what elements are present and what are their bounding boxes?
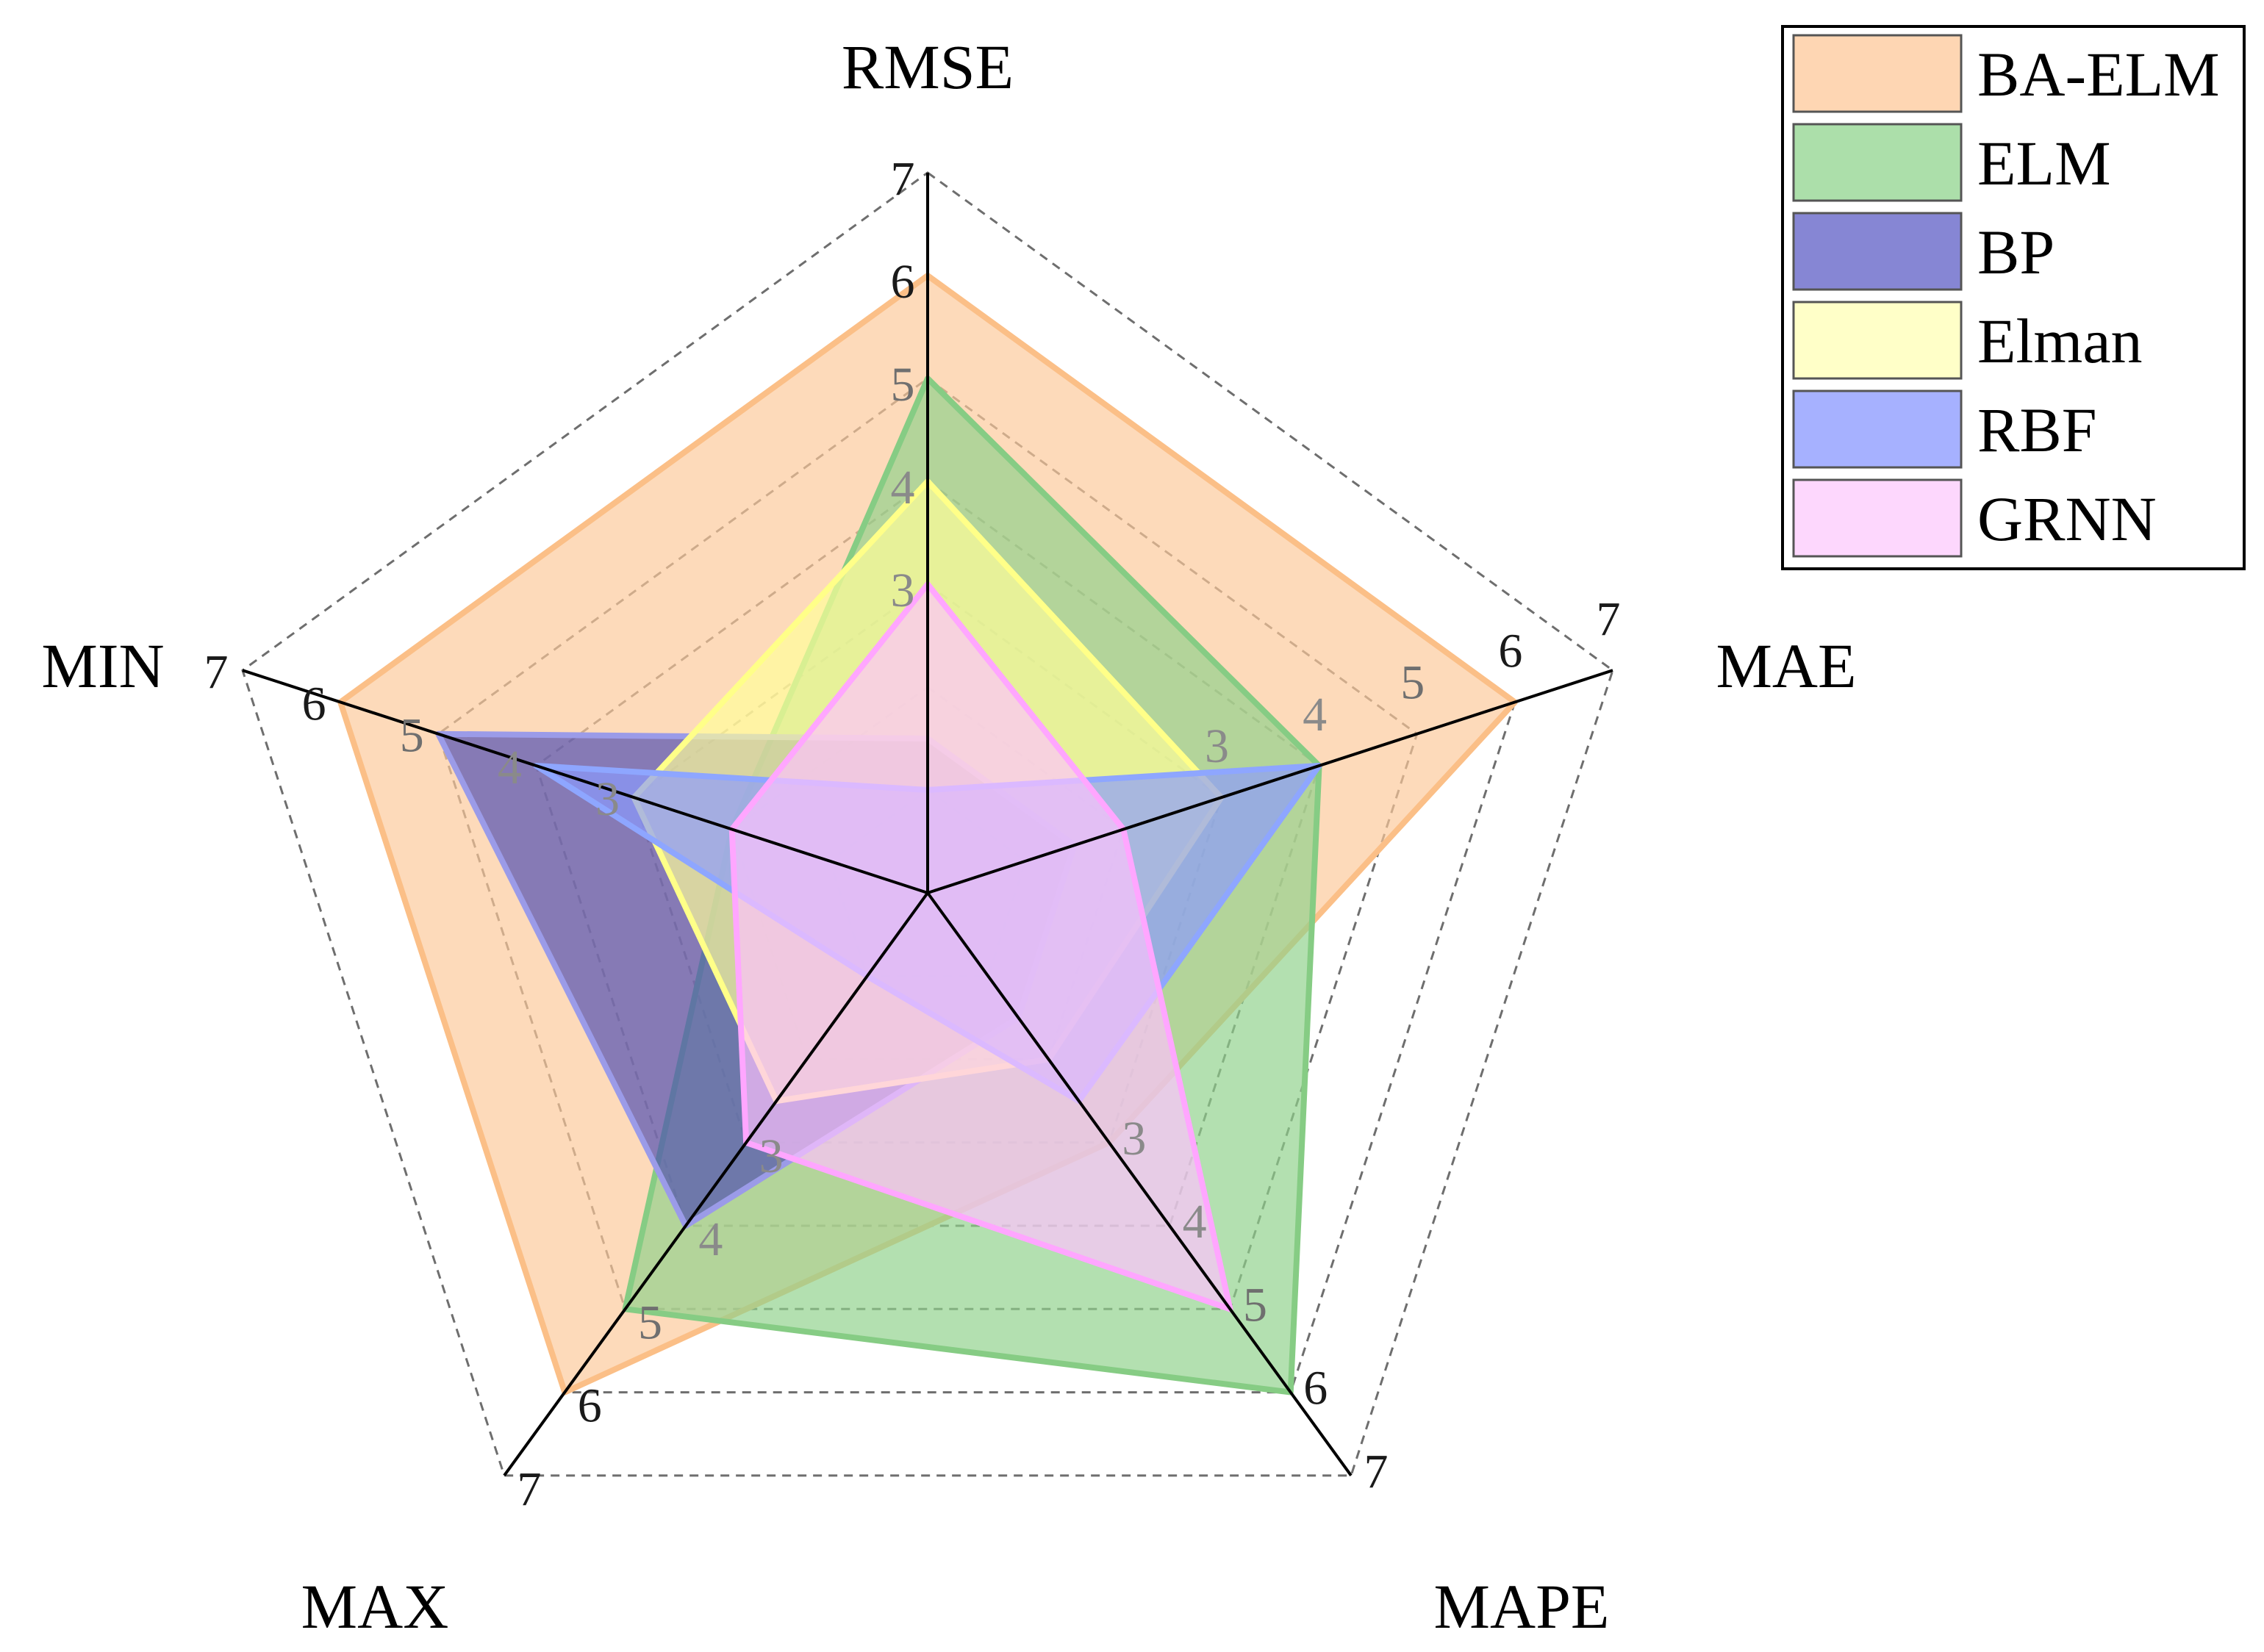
radar-labels: 34567RMSE34567MAE34567MAPE34567MAX34567M… [41, 32, 1856, 1642]
legend-label-elman: Elman [1977, 306, 2143, 376]
tick-label-rmse-6: 6 [891, 255, 915, 309]
tick-label-mae-7: 7 [1597, 592, 1621, 646]
tick-label-rmse-5: 5 [891, 358, 915, 412]
axis-title-min: MIN [41, 631, 164, 701]
legend-label-grnn: GRNN [1977, 484, 2157, 554]
tick-label-mape-7: 7 [1364, 1445, 1389, 1498]
legend-frame [1781, 25, 2246, 570]
legend-label-ba-elm: BA-ELM [1977, 39, 2220, 109]
tick-label-mape-5: 5 [1243, 1278, 1267, 1332]
legend-label-rbf: RBF [1977, 395, 2097, 465]
legend-swatch-grnn [1792, 478, 1963, 558]
tick-label-min-5: 5 [400, 709, 424, 763]
series-grnn [728, 581, 1233, 1312]
axis-title-mae: MAE [1716, 631, 1856, 701]
legend: BA-ELM ELM BP Elman RBF GRNN [1781, 25, 2246, 570]
tick-label-min-3: 3 [595, 772, 620, 826]
legend-swatch-bp [1792, 212, 1963, 291]
tick-label-mape-4: 4 [1183, 1195, 1207, 1249]
axis-line-min [242, 669, 928, 894]
radar-axes [242, 173, 1613, 1477]
legend-swatch-elm [1792, 123, 1963, 202]
axis-line-max [503, 891, 929, 1477]
legend-swatch-rbf [1792, 389, 1963, 469]
tick-label-min-4: 4 [498, 741, 522, 794]
tick-label-mae-6: 6 [1498, 624, 1522, 678]
axis-line-mae [927, 669, 1613, 894]
grid-ring-7 [241, 171, 1614, 1477]
tick-label-mae-4: 4 [1303, 688, 1327, 741]
tick-label-mae-3: 3 [1205, 719, 1229, 773]
axis-line-mape [926, 891, 1353, 1477]
legend-swatch-elman [1792, 301, 1963, 380]
tick-label-mape-3: 3 [1122, 1112, 1146, 1166]
tick-label-rmse-7: 7 [891, 152, 915, 206]
axis-title-rmse: RMSE [842, 32, 1014, 102]
tick-label-max-5: 5 [638, 1296, 662, 1349]
legend-swatch-ba-elm [1792, 34, 1963, 113]
legend-label-bp: BP [1977, 217, 2055, 287]
tick-label-rmse-3: 3 [891, 564, 915, 617]
tick-label-min-6: 6 [302, 677, 326, 730]
tick-label-rmse-4: 4 [891, 461, 915, 514]
tick-label-min-7: 7 [204, 645, 228, 699]
tick-label-mae-5: 5 [1400, 656, 1425, 710]
tick-label-max-6: 6 [578, 1379, 602, 1433]
tick-label-max-3: 3 [759, 1130, 784, 1183]
tick-label-mape-6: 6 [1303, 1362, 1328, 1415]
legend-label-elm: ELM [1977, 128, 2111, 198]
axis-title-max: MAX [301, 1571, 449, 1642]
axis-title-mape: MAPE [1434, 1571, 1610, 1642]
tick-label-max-4: 4 [698, 1213, 723, 1266]
tick-label-max-7: 7 [517, 1462, 541, 1516]
